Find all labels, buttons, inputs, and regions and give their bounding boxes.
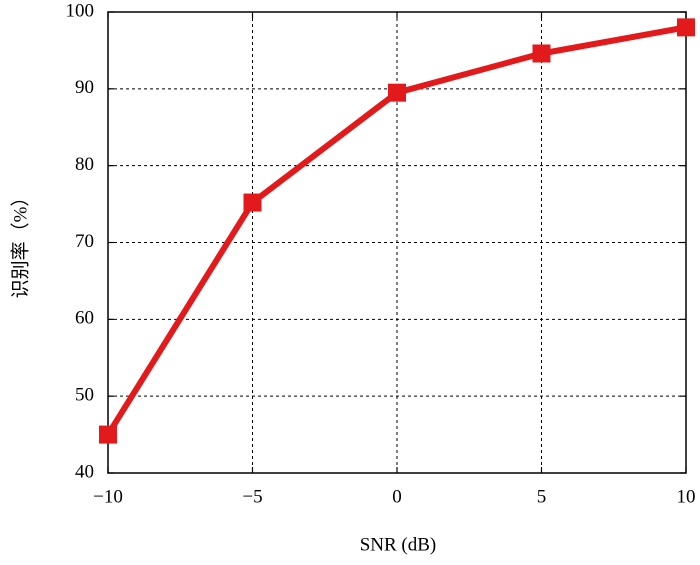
- x-tick-label: −5: [242, 486, 262, 507]
- data-marker: [677, 18, 695, 37]
- x-tick-label: 0: [392, 486, 402, 507]
- data-marker: [532, 44, 551, 63]
- x-tick-label: 5: [537, 486, 547, 507]
- y-tick-label: 100: [66, 0, 95, 21]
- y-tick-label: 90: [75, 77, 94, 98]
- x-axis-title: SNR (dB): [360, 534, 437, 555]
- y-tick-label: 50: [75, 385, 94, 406]
- y-tick-label: 70: [75, 231, 94, 252]
- y-tick-label: 80: [75, 154, 94, 175]
- data-marker: [243, 193, 262, 212]
- y-tick-label: 40: [75, 461, 94, 482]
- x-tick-label: −10: [93, 486, 123, 507]
- plot-frame: [107, 11, 687, 474]
- y-tick-label: 60: [75, 308, 94, 329]
- y-axis-title: 识别率（%）: [9, 188, 31, 299]
- data-marker: [99, 425, 117, 444]
- x-tick-label: 10: [677, 486, 696, 507]
- data-marker: [388, 83, 406, 102]
